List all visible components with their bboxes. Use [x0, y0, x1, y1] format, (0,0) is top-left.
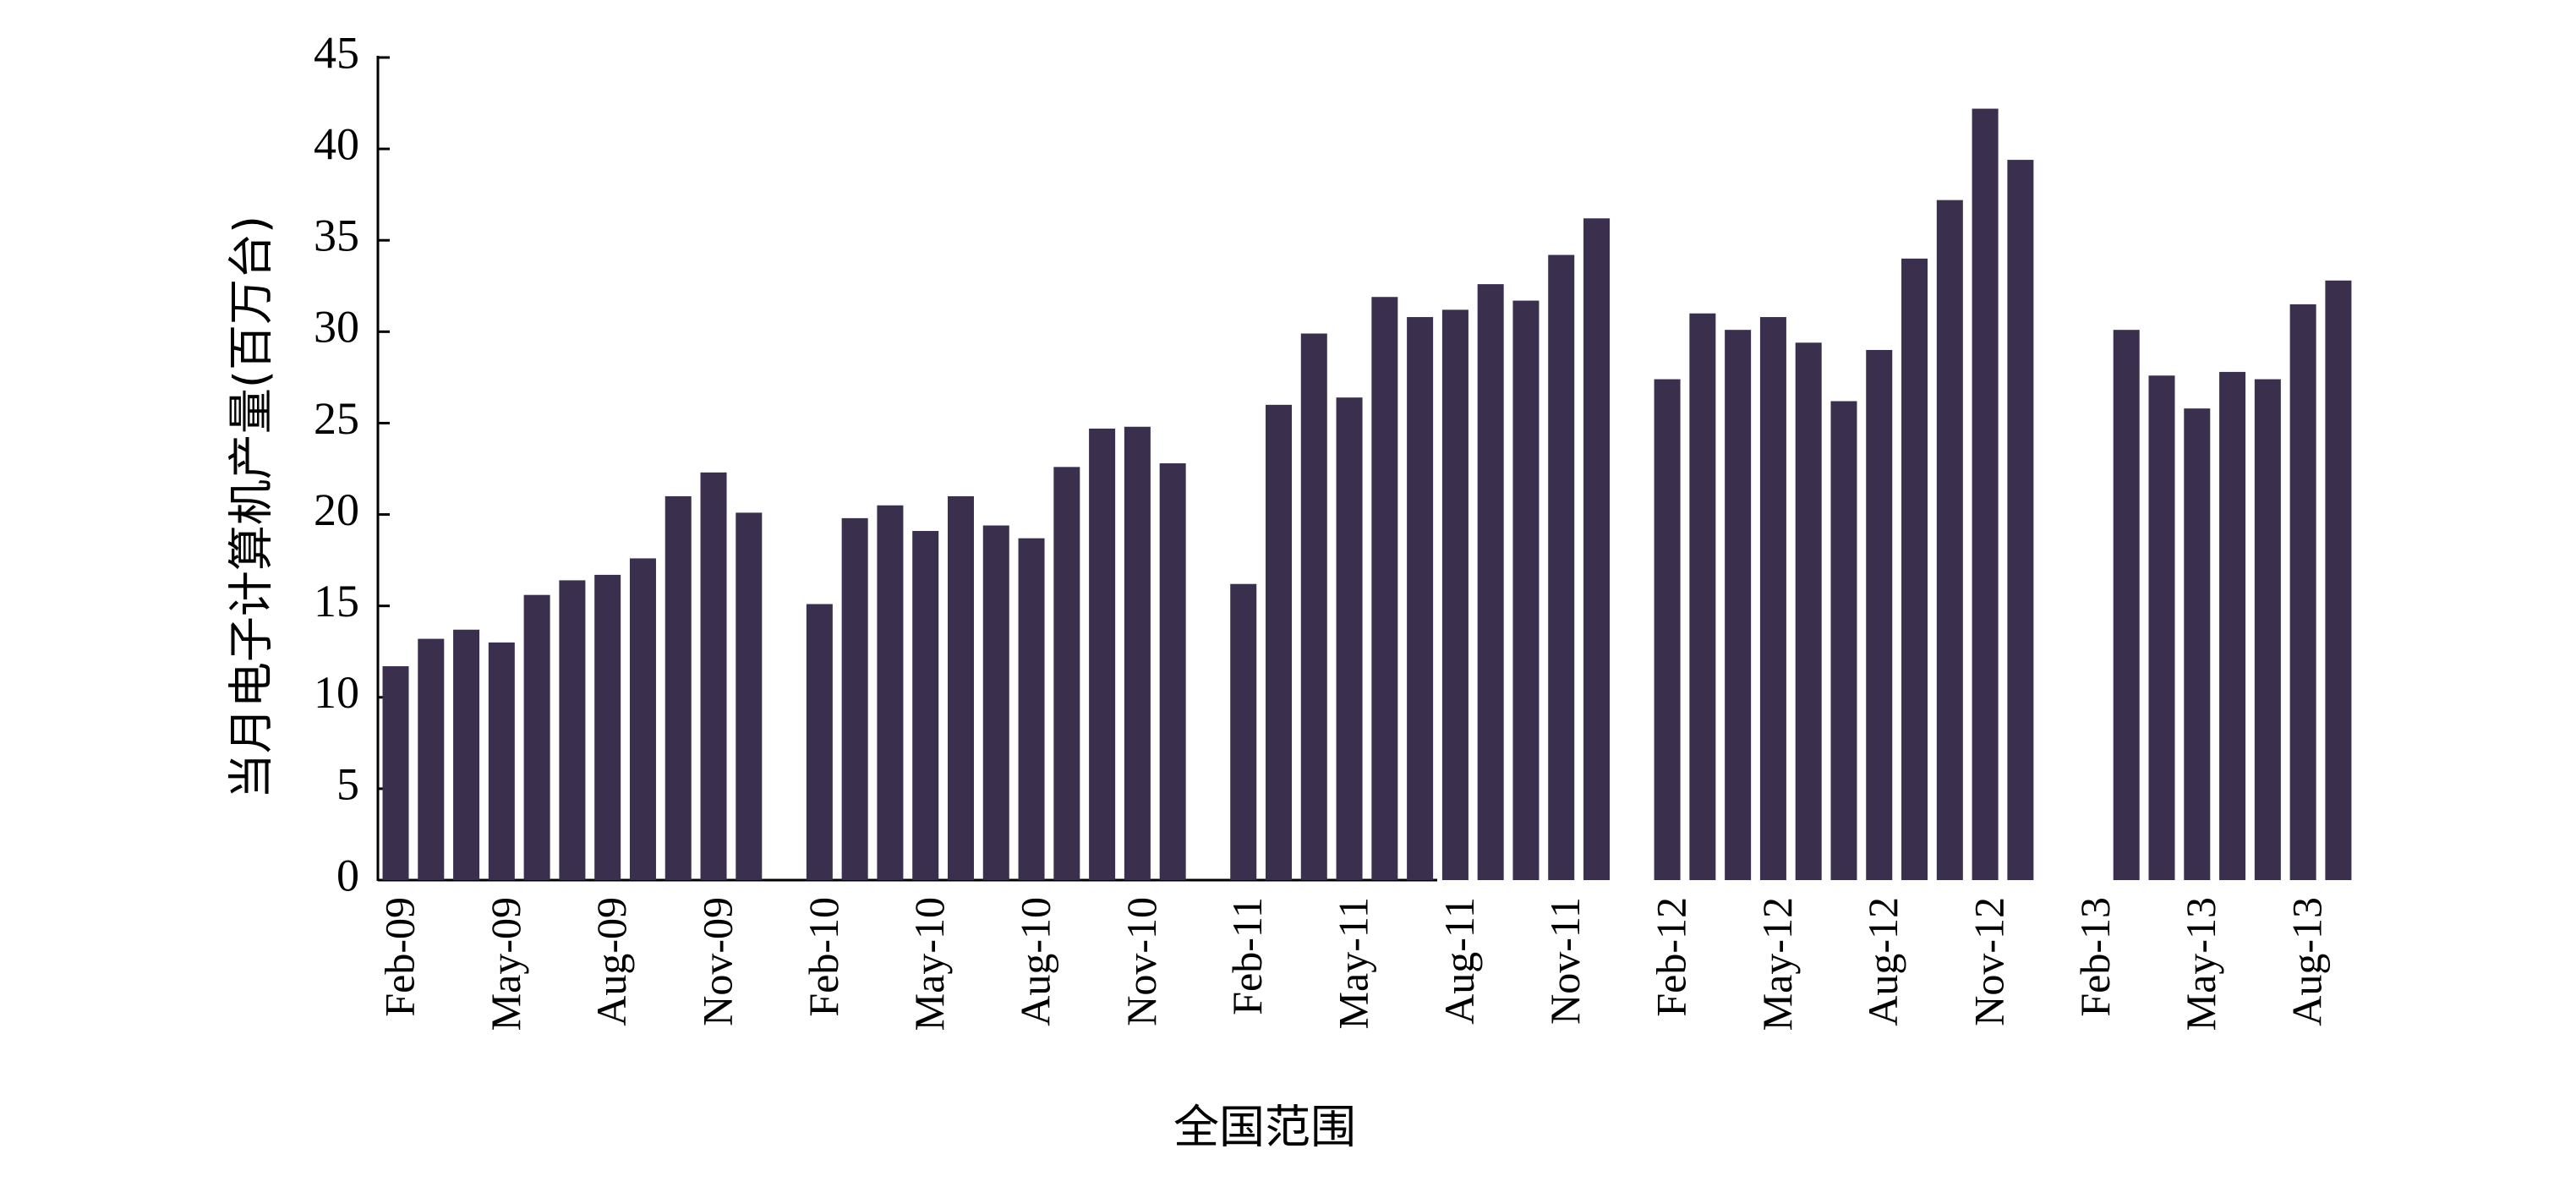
bar	[1654, 379, 1681, 880]
bar	[2184, 408, 2211, 880]
bar	[736, 512, 763, 880]
x-tick-label: Nov-09	[693, 897, 741, 1026]
y-tick-label: 20	[314, 484, 359, 535]
bar	[841, 517, 868, 880]
bar	[1901, 258, 1928, 880]
bar	[523, 594, 550, 880]
bar	[1300, 333, 1327, 880]
bar	[1795, 342, 1822, 881]
bar	[1053, 467, 1080, 880]
bar	[2254, 379, 2281, 880]
bar	[982, 525, 1009, 880]
bar	[665, 495, 692, 880]
x-tick-label: Feb-10	[800, 897, 847, 1017]
x-tick-label: May-10	[905, 897, 953, 1031]
x-tick-label: Aug-12	[1859, 897, 1906, 1026]
bar	[2219, 371, 2246, 880]
bar	[382, 666, 409, 880]
x-tick-label: May-11	[1330, 897, 1377, 1029]
x-tick-label: Aug-11	[1436, 897, 1483, 1025]
bar	[1371, 297, 1398, 880]
bar	[2007, 160, 2034, 880]
x-tick-label: May-12	[1753, 897, 1801, 1031]
bar	[1972, 108, 1999, 880]
x-tick-label: Nov-11	[1541, 897, 1589, 1025]
x-tick-label: May-09	[482, 897, 529, 1031]
bar	[559, 580, 586, 880]
x-tick-label: Nov-10	[1118, 897, 1165, 1026]
y-tick-label: 10	[314, 667, 359, 718]
x-tick-label: Aug-09	[588, 897, 635, 1026]
bar	[1866, 349, 1893, 880]
bar	[1725, 330, 1752, 880]
bar	[418, 638, 445, 880]
bar	[1512, 300, 1540, 880]
x-tick-label: Feb-12	[1648, 897, 1695, 1017]
bar	[2325, 280, 2352, 880]
y-tick-label: 35	[314, 211, 359, 261]
bar	[453, 629, 480, 880]
bar	[1477, 284, 1504, 880]
bar	[1583, 218, 1611, 881]
y-tick-label: 15	[314, 576, 359, 626]
y-tick-label: 30	[314, 302, 359, 353]
y-tick-label: 45	[314, 27, 359, 78]
bar	[1548, 254, 1575, 880]
bar	[1124, 426, 1151, 880]
bar	[1089, 428, 1116, 880]
bar	[629, 558, 656, 880]
bar	[947, 495, 974, 880]
bar	[1159, 463, 1186, 880]
bar	[488, 642, 515, 880]
x-tick-label: May-13	[2177, 897, 2224, 1031]
x-tick-label: Aug-13	[2283, 897, 2331, 1026]
y-tick-label: 40	[314, 119, 359, 170]
y-tick-label: 0	[336, 850, 359, 900]
y-axis-title: 当月电子计算机产量(百万台)	[225, 216, 278, 799]
y-tick-label: 5	[336, 758, 359, 809]
bar	[1230, 583, 1257, 880]
x-tick-label: Nov-12	[1966, 897, 2013, 1026]
bar	[1407, 317, 1434, 881]
bar	[806, 604, 833, 880]
bar	[1336, 397, 1363, 880]
x-axis-title: 全国范围	[1173, 1101, 1356, 1154]
bar	[2113, 330, 2140, 880]
bar	[700, 472, 727, 880]
bar	[1830, 401, 1857, 880]
x-tick-label: Aug-10	[1012, 897, 1059, 1026]
bar	[1266, 404, 1292, 880]
bar	[1018, 538, 1045, 880]
bar	[2148, 375, 2175, 880]
x-tick-label: Feb-11	[1223, 897, 1271, 1015]
bar	[912, 531, 939, 880]
x-tick-label: Feb-13	[2071, 897, 2119, 1017]
bar	[877, 505, 904, 880]
bar	[2289, 304, 2316, 880]
bar	[1936, 200, 1963, 881]
y-tick-label: 25	[314, 393, 359, 444]
bar	[1759, 317, 1786, 881]
bar	[594, 574, 621, 880]
bar	[1441, 309, 1468, 880]
x-tick-label: Feb-09	[375, 897, 423, 1017]
bar	[1689, 313, 1716, 880]
